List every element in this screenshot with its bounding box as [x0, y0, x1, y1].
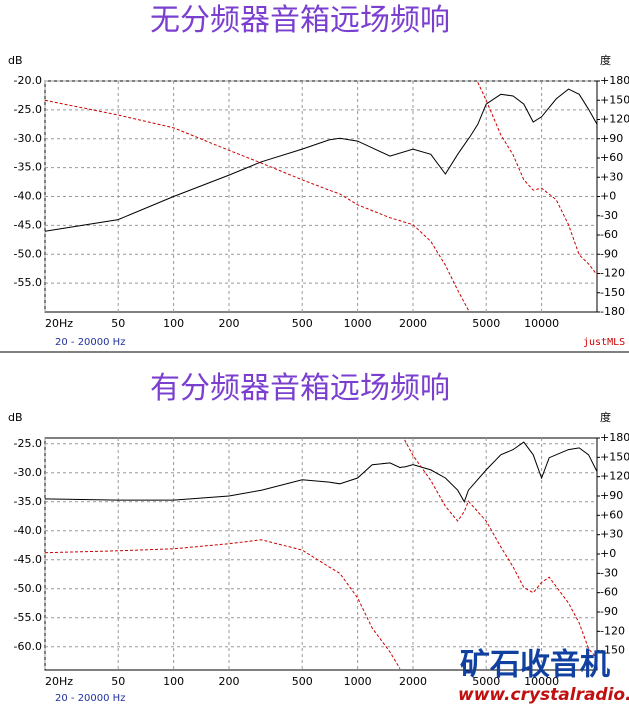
x-tick-label: 200	[219, 675, 240, 688]
y2-tick-label: -120	[600, 267, 625, 280]
chart: 无分频器音箱远场频响 dB 度 20Hz 50 100 200 500 1000 2000 5000…	[8, 3, 629, 348]
series-line	[44, 439, 598, 669]
x-tick-label: 20Hz	[45, 317, 73, 330]
charts: 无分频器音箱远场频响 dB 度 20Hz 50 100 200 500 1000 2000 5000…	[8, 3, 629, 704]
x-tick-label: 2000	[399, 675, 427, 688]
y2-tick-label: -150	[600, 644, 625, 657]
y-tick-label: -55.0	[14, 611, 42, 624]
y-axis-label: dB	[8, 411, 23, 424]
plot-area	[44, 437, 598, 671]
y-tick-label: -35.0	[14, 161, 42, 174]
x-tick-label: 500	[292, 317, 313, 330]
y2-tick-label: +180	[600, 431, 629, 444]
x-tick-label: 500	[292, 675, 313, 688]
y2-tick-label: -30	[600, 566, 618, 579]
y-tick-label: -45.0	[14, 218, 42, 231]
y2-tick-label: -60	[600, 228, 618, 241]
y2-axis-label: 度	[600, 410, 611, 424]
x-tick-label: 5000	[472, 317, 500, 330]
y2-tick-label: +60	[600, 508, 623, 521]
range-label: 20 - 20000 Hz	[55, 693, 125, 704]
y2-tick-label: +180	[600, 74, 629, 87]
y2-tick-label: -150	[600, 286, 625, 299]
series-line	[44, 88, 598, 232]
chart-title: 无分频器音箱远场频响	[150, 3, 450, 38]
y-tick-label: -40.0	[14, 524, 42, 537]
y-tick-label: -60.0	[14, 640, 42, 653]
y2-tick-label: +90	[600, 489, 623, 502]
series-line	[44, 82, 598, 311]
y-tick-label: -30.0	[14, 466, 42, 479]
y-tick-label: -30.0	[14, 132, 42, 145]
y-tick-label: -35.0	[14, 495, 42, 508]
y-tick-label: -50.0	[14, 582, 42, 595]
y-tick-label: -25.0	[14, 437, 42, 450]
y2-tick-label: +30	[600, 170, 623, 183]
chart: 有分频器音箱远场频响 dB 度 20Hz 50 100 200 500 1000 2000 5000…	[8, 371, 629, 704]
y-tick-label: -25.0	[14, 103, 42, 116]
watermark-url: www.crystalradio.cn	[458, 685, 629, 705]
y2-tick-label: +150	[600, 93, 629, 106]
y-tick-label: -50.0	[14, 247, 42, 260]
y2-tick-label: +60	[600, 151, 623, 164]
y2-tick-label: +120	[600, 470, 629, 483]
y2-tick-label: -90	[600, 247, 618, 260]
y2-tick-label: -90	[600, 605, 618, 618]
y2-tick-label: -60	[600, 586, 618, 599]
y-axis-label: dB	[8, 54, 23, 67]
series-line	[44, 441, 598, 503]
y2-tick-label: +150	[600, 450, 629, 463]
chart-title: 有分频器音箱远场频响	[150, 371, 450, 406]
y2-tick-label: -30	[600, 209, 618, 222]
y2-tick-label: -120	[600, 624, 625, 637]
y2-tick-label: +90	[600, 132, 623, 145]
x-tick-label: 200	[219, 317, 240, 330]
y2-tick-label: -180	[600, 305, 625, 318]
x-tick-label: 50	[111, 675, 125, 688]
x-tick-label: 100	[163, 317, 184, 330]
software-label: justMLS	[583, 337, 625, 348]
y2-tick-label: +120	[600, 113, 629, 126]
y2-tick-label: +30	[600, 528, 623, 541]
y-tick-label: -40.0	[14, 190, 42, 203]
y-tick-label: -20.0	[14, 74, 42, 87]
x-tick-label: 10000	[524, 675, 559, 688]
x-tick-label: 100	[163, 675, 184, 688]
y-tick-label: -55.0	[14, 276, 42, 289]
x-tick-label: 50	[111, 317, 125, 330]
range-label: 20 - 20000 Hz	[55, 337, 125, 348]
x-tick-label: 5000	[472, 675, 500, 688]
x-tick-label: 2000	[399, 317, 427, 330]
x-tick-label: 20Hz	[45, 675, 73, 688]
y2-tick-label: +0	[600, 547, 616, 560]
y2-tick-label: +0	[600, 190, 616, 203]
x-tick-label: 1000	[344, 675, 372, 688]
x-tick-label: 10000	[524, 317, 559, 330]
y-tick-label: -45.0	[14, 553, 42, 566]
y2-axis-label: 度	[600, 53, 611, 67]
watermark-name: 矿石收音机	[460, 648, 610, 683]
x-tick-label: 1000	[344, 317, 372, 330]
